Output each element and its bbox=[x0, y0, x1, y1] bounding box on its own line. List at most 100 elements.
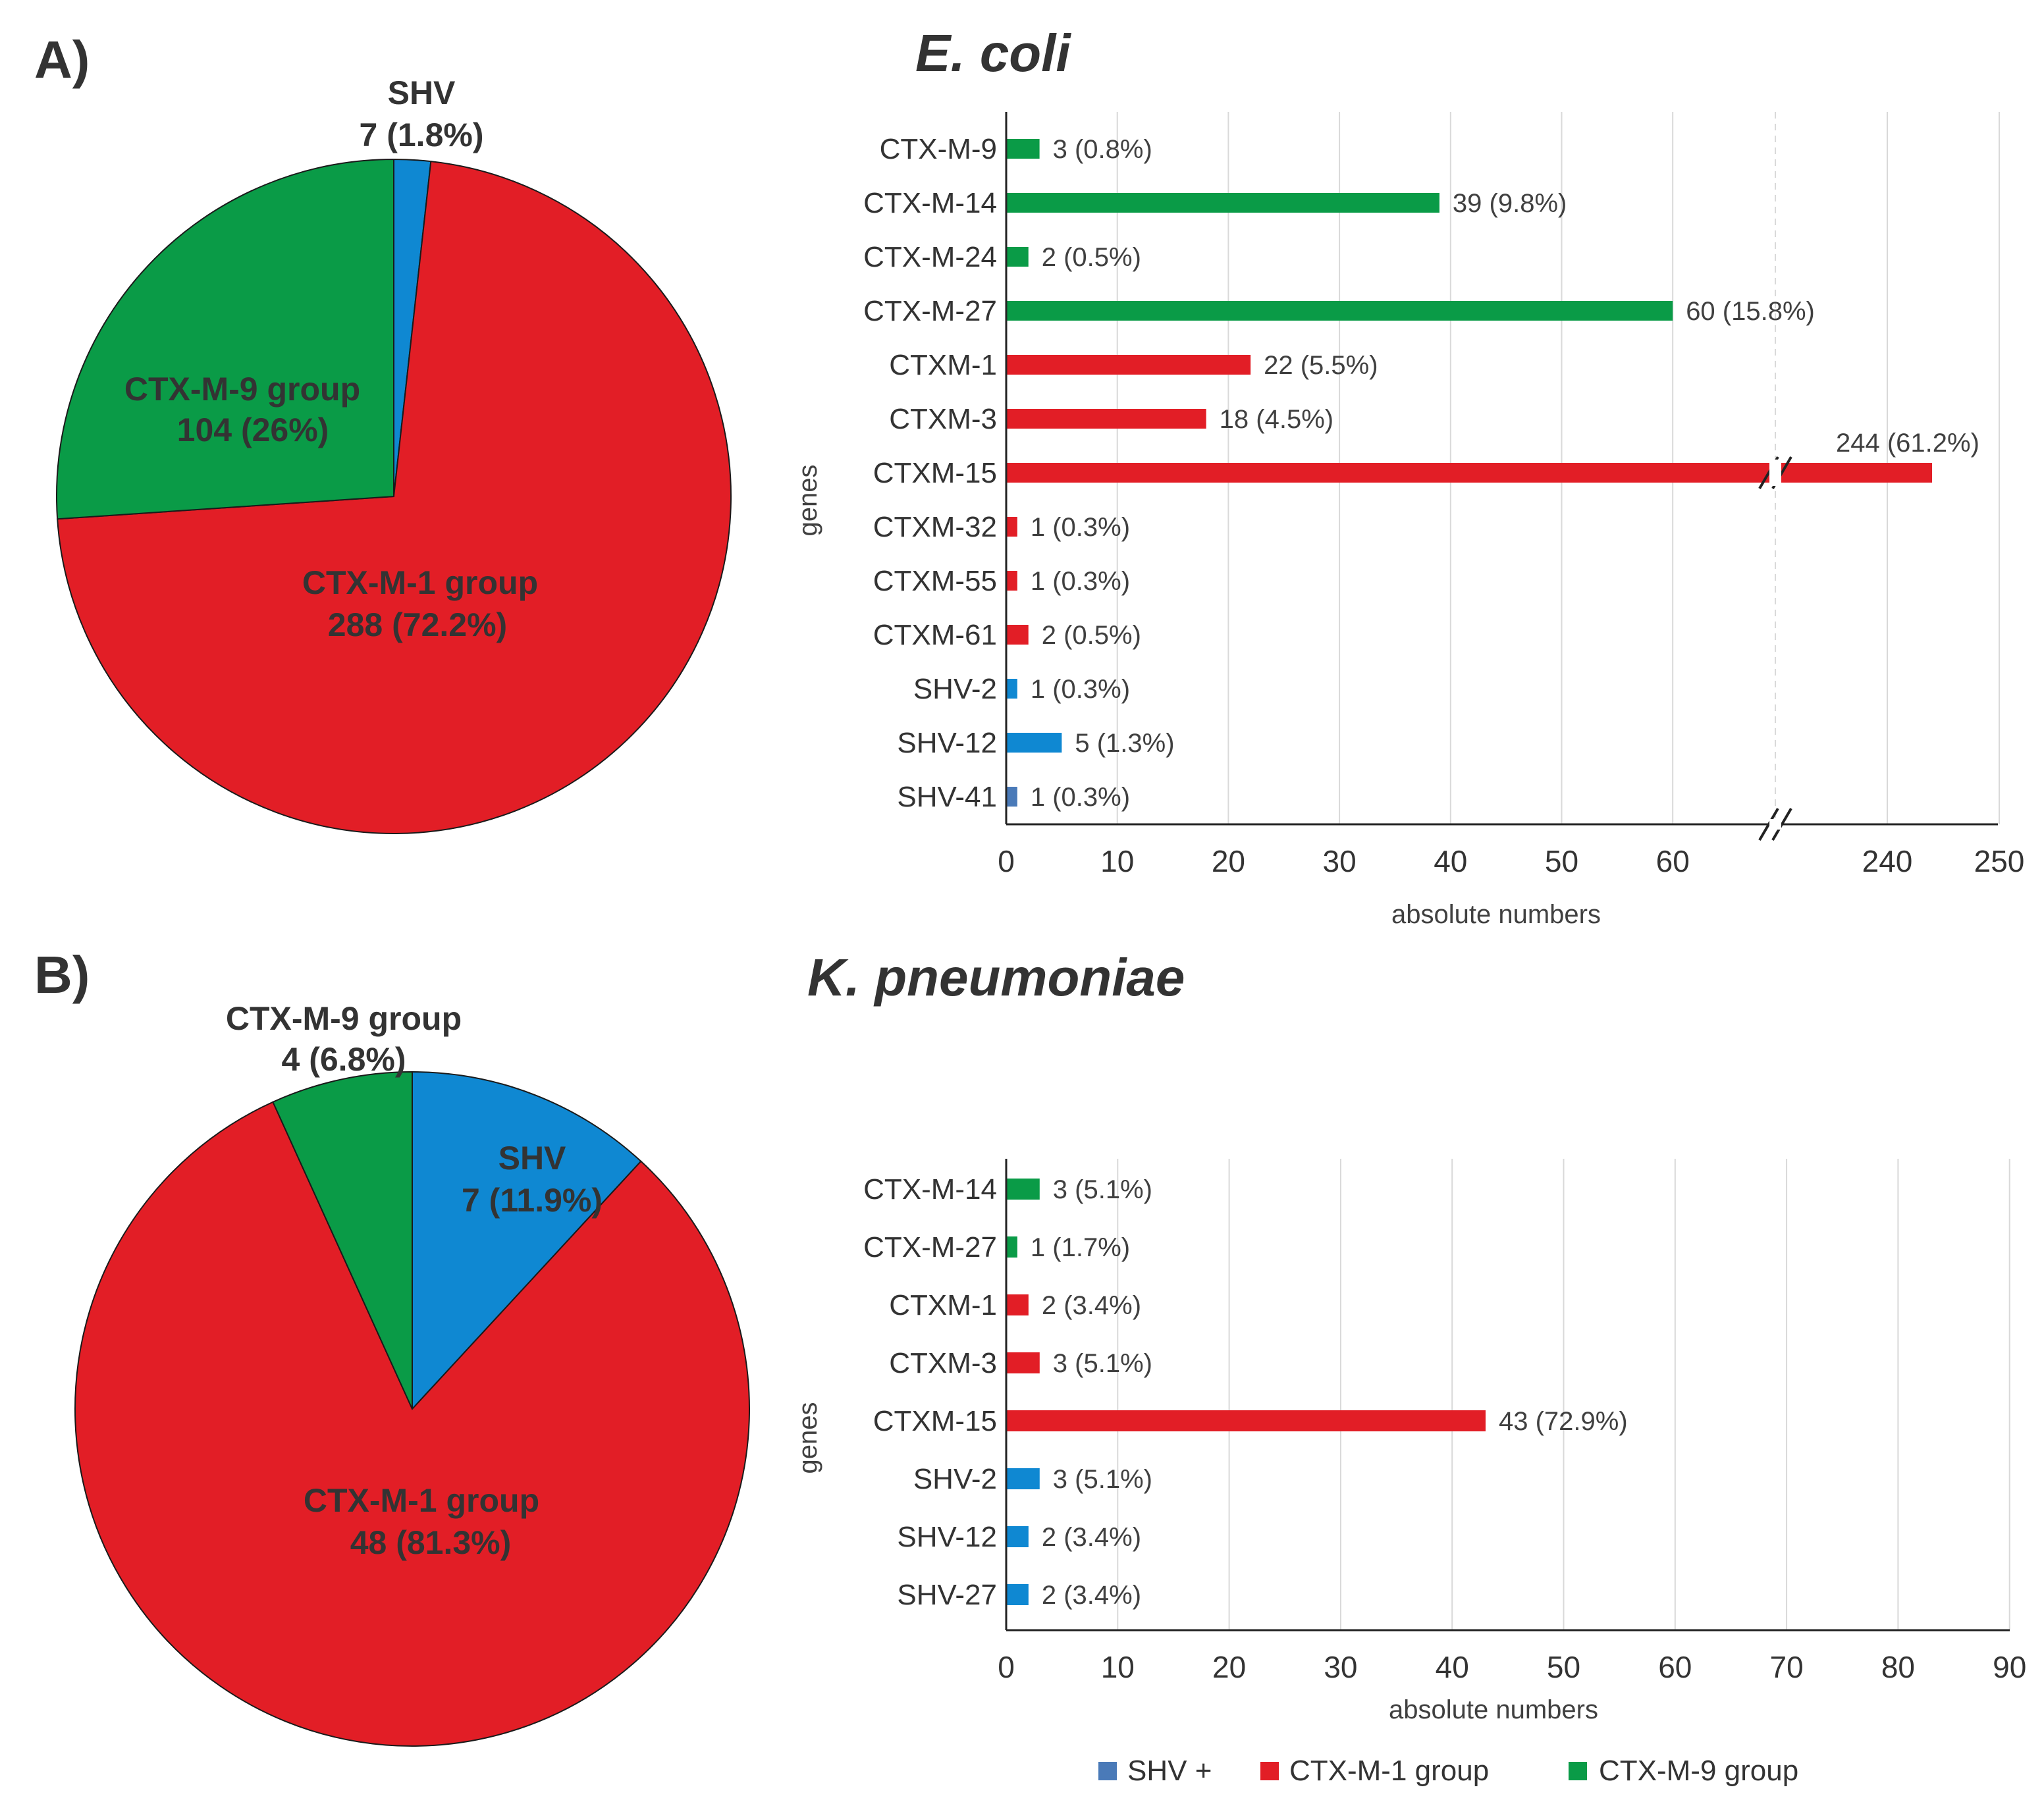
bar-chart-b: CTX-M-14 CTX-M-27 CTXM-1 CTXM-3 CTXM-15 SHV-2… bbox=[793, 1159, 2026, 1724]
bar-a-bar-ctxm-1 bbox=[1006, 355, 1251, 375]
bar-a-bar-ctx-m-14 bbox=[1006, 193, 1439, 213]
legend-swatch-ctxm1-group bbox=[1260, 1762, 1279, 1780]
bar-a-bar-shv-41 bbox=[1006, 787, 1017, 807]
bar-a-bar-ctxm-3 bbox=[1006, 409, 1206, 429]
bar-a-break-gap bbox=[1769, 819, 1781, 830]
legend-label-shv-plus: SHV + bbox=[1127, 1755, 1212, 1787]
bar-a-category-label: SHV-2 bbox=[913, 673, 997, 705]
pie-b-label-ctxm1-value: 48 (81.3%) bbox=[350, 1524, 512, 1561]
bar-a-category-label: SHV-12 bbox=[897, 727, 997, 759]
bar-b-data-label: 2 (3.4%) bbox=[1042, 1291, 1141, 1320]
pie-b-slice-ctx-m-1-group bbox=[74, 1101, 750, 1747]
pie-a-label-shv-name: SHV bbox=[388, 74, 456, 111]
bar-a-data-label: 3 (0.8%) bbox=[1053, 135, 1152, 164]
bar-b-data-label: 2 (3.4%) bbox=[1042, 1581, 1141, 1610]
bar-a-ylabel: genes bbox=[793, 465, 822, 537]
bar-b-data-label: 43 (72.9%) bbox=[1499, 1407, 1628, 1436]
pie-a-label-ctxm9-value: 104 (26%) bbox=[177, 411, 329, 448]
bar-b-ylabel: genes bbox=[793, 1402, 822, 1474]
bar-a-tick-label: 10 bbox=[1100, 844, 1134, 878]
legend-swatch-shv-plus bbox=[1098, 1762, 1117, 1780]
bar-b-data-label: 2 (3.4%) bbox=[1042, 1523, 1141, 1552]
bar-a-bar-ctxm-32 bbox=[1006, 517, 1017, 537]
pie-b-label-shv-value: 7 (11.9%) bbox=[462, 1182, 603, 1219]
bar-b-tick-label: 90 bbox=[1993, 1650, 2026, 1684]
panel-b-letter: B) bbox=[34, 945, 90, 1004]
bar-a-bar-ctx-m-27 bbox=[1006, 301, 1673, 321]
bar-a-bar-ctxm-15 bbox=[1006, 463, 1932, 483]
bar-b-tick-label: 50 bbox=[1547, 1650, 1580, 1684]
bar-a-category-label: CTX-M-9 bbox=[880, 133, 997, 165]
pie-a-slice-ctx-m-9-group bbox=[56, 158, 394, 520]
bar-a-tick-label: 30 bbox=[1323, 844, 1357, 878]
bar-a-category-label: CTX-M-14 bbox=[863, 187, 997, 219]
bar-b-tick-label: 10 bbox=[1101, 1650, 1135, 1684]
legend-swatch-ctxm9-group bbox=[1569, 1762, 1587, 1780]
bar-b-tick-label: 70 bbox=[1770, 1650, 1804, 1684]
pie-b-label-ctxm9-value: 4 (6.8%) bbox=[282, 1041, 406, 1078]
bar-b-data-label: 3 (5.1%) bbox=[1053, 1349, 1152, 1378]
bar-a-axis-break-mark bbox=[1771, 807, 1792, 841]
bar-b-category-label: SHV-12 bbox=[897, 1521, 997, 1553]
bar-b-xlabel: absolute numbers bbox=[1389, 1695, 1598, 1724]
bar-a-category-label: CTXM-1 bbox=[889, 349, 997, 381]
bar-a-bar-ctxm-55 bbox=[1006, 571, 1017, 591]
bar-a-tick-label: 50 bbox=[1545, 844, 1578, 878]
bar-b-category-label: SHV-27 bbox=[897, 1579, 997, 1611]
bar-a-data-label: 22 (5.5%) bbox=[1264, 351, 1378, 380]
legend-label-ctxm1-group: CTX-M-1 group bbox=[1289, 1755, 1489, 1787]
pie-chart-b: SHV 7 (11.9%) CTX-M-1 group 48 (81.3%) C… bbox=[74, 1000, 750, 1747]
bar-a-tick-label: 0 bbox=[998, 844, 1015, 878]
bar-a-bar-ctxm-61 bbox=[1006, 625, 1029, 645]
pie-b-label-ctxm1-name: CTX-M-1 group bbox=[304, 1482, 539, 1519]
bar-b-bar-ctxm-15 bbox=[1006, 1410, 1486, 1431]
bar-b-tick-label: 60 bbox=[1658, 1650, 1692, 1684]
bar-b-tick-label: 40 bbox=[1436, 1650, 1469, 1684]
bar-b-tick-label: 80 bbox=[1881, 1650, 1915, 1684]
panel-a-species-title: E. coli bbox=[915, 24, 1071, 82]
bar-a-data-label: 2 (0.5%) bbox=[1042, 243, 1141, 272]
pie-a-slice-ctx-m-1-group bbox=[57, 161, 732, 834]
bar-a-data-label: 1 (0.3%) bbox=[1031, 783, 1130, 812]
bar-b-bar-shv-2 bbox=[1006, 1468, 1040, 1489]
bar-a-category-label: CTX-M-27 bbox=[863, 295, 997, 327]
bar-b-category-label: CTXM-1 bbox=[889, 1289, 997, 1321]
bar-a-bar-ctx-m-9 bbox=[1006, 139, 1040, 159]
pie-b-slice-shv bbox=[412, 1071, 642, 1411]
bar-b-tick-label: 0 bbox=[998, 1650, 1015, 1684]
bar-a-axis-break-mark bbox=[1758, 807, 1779, 841]
bar-b-bar-shv-12 bbox=[1006, 1526, 1029, 1547]
bar-a-data-label: 5 (1.3%) bbox=[1075, 729, 1174, 758]
bar-b-tick-label: 30 bbox=[1324, 1650, 1357, 1684]
bar-a-data-label: 1 (0.3%) bbox=[1031, 675, 1130, 704]
bar-a-category-label: CTXM-61 bbox=[873, 619, 997, 651]
pie-b-label-ctxm9-name: CTX-M-9 group bbox=[226, 1000, 462, 1037]
bar-a-tick-label: 60 bbox=[1656, 844, 1690, 878]
bar-a-data-label: 18 (4.5%) bbox=[1220, 405, 1333, 434]
bar-a-data-label: 60 (15.8%) bbox=[1686, 297, 1815, 326]
bar-a-category-label: CTXM-32 bbox=[873, 511, 997, 543]
bar-b-category-label: CTXM-3 bbox=[889, 1347, 997, 1379]
bar-a-tick-label: 20 bbox=[1212, 844, 1245, 878]
pie-a-label-ctxm1-name: CTX-M-1 group bbox=[302, 564, 538, 601]
bar-a-bar-ctx-m-24 bbox=[1006, 247, 1029, 267]
bar-b-category-label: CTX-M-27 bbox=[863, 1231, 997, 1263]
pie-a-label-shv-value: 7 (1.8%) bbox=[360, 117, 484, 153]
bar-a-break-gap bbox=[1769, 460, 1781, 486]
bar-b-bar-ctx-m-14 bbox=[1006, 1179, 1040, 1200]
bar-b-data-label: 1 (1.7%) bbox=[1031, 1233, 1130, 1262]
bar-a-category-label: CTXM-55 bbox=[873, 565, 997, 597]
bar-b-category-label: CTXM-15 bbox=[873, 1405, 997, 1437]
bar-a-data-label: 1 (0.3%) bbox=[1031, 513, 1130, 542]
pie-b-label-shv-name: SHV bbox=[498, 1140, 566, 1177]
bar-a-tick-label: 240 bbox=[1862, 844, 1913, 878]
pie-a-label-ctxm9-name: CTX-M-9 group bbox=[124, 371, 360, 408]
bar-b-bar-ctxm-1 bbox=[1006, 1294, 1029, 1315]
pie-a-label-ctxm1-value: 288 (72.2%) bbox=[328, 606, 507, 643]
legend: SHV + CTX-M-1 group CTX-M-9 group bbox=[1098, 1755, 1798, 1787]
bar-b-bar-shv-27 bbox=[1006, 1584, 1029, 1605]
bar-a-tick-label: 250 bbox=[1974, 844, 2025, 878]
bar-b-bar-ctxm-3 bbox=[1006, 1352, 1040, 1373]
bar-b-tick-label: 20 bbox=[1212, 1650, 1246, 1684]
